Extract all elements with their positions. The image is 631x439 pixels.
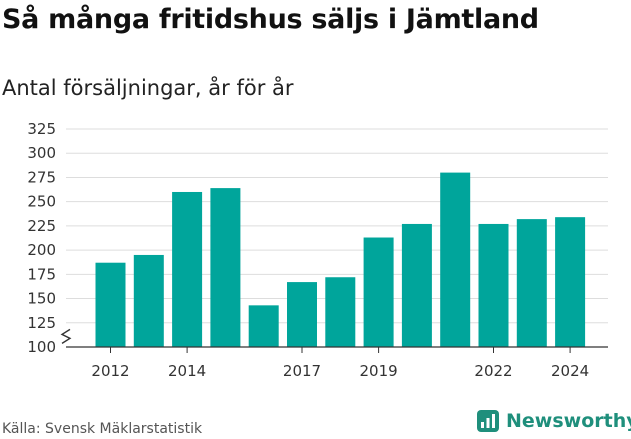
bar-2018 [325,277,356,347]
bar-2022 [478,223,509,347]
y-tick-label: 125 [27,314,56,332]
newsworthy-logo-icon [477,410,499,432]
source-note: Källa: Svensk Mäklarstatistik [2,421,203,437]
bar-2020 [401,223,432,347]
bar-chart: 100 125 150 175 200 225 250 275 300 325 2012 2014 20… [27,120,608,380]
x-tick-label: 2017 [283,362,321,380]
bar-2012 [95,262,126,347]
x-tick-label: 2022 [474,362,512,380]
brand-logo: Newsworthy [476,409,631,433]
bar-2017 [287,282,317,347]
bar-2013 [133,254,164,347]
y-tick-label: 175 [27,265,56,283]
y-tick-label: 100 [27,338,56,356]
bar-2019 [363,237,394,347]
bar-2021 [440,172,471,347]
axis-break-marker [60,328,72,344]
y-tick-label: 250 [27,193,56,211]
bar-2016 [248,305,279,347]
y-tick-label: 150 [27,290,56,308]
bar-2014 [172,191,203,347]
bar-2015 [210,188,241,347]
y-tick-label: 325 [27,120,56,138]
x-tick-label: 2014 [168,362,206,380]
x-tick-label: 2019 [360,362,398,380]
bar-2024 [555,217,586,347]
bars [95,172,586,347]
x-tick-label: 2024 [551,362,589,380]
bar-2023 [516,219,547,347]
chart-title: Så många fritidshus säljs i Jämtland [2,4,539,35]
y-tick-label: 300 [27,144,56,162]
y-tick-label: 275 [27,168,56,186]
axes: 100 125 150 175 200 225 250 275 300 325 2012 2014 20… [27,120,608,380]
chart-subtitle: Antal försäljningar, år för år [2,76,294,100]
y-tick-label: 225 [27,217,56,235]
y-tick-label: 200 [27,241,56,259]
x-tick-label: 2012 [91,362,129,380]
brand-name: Newsworthy [506,410,631,432]
